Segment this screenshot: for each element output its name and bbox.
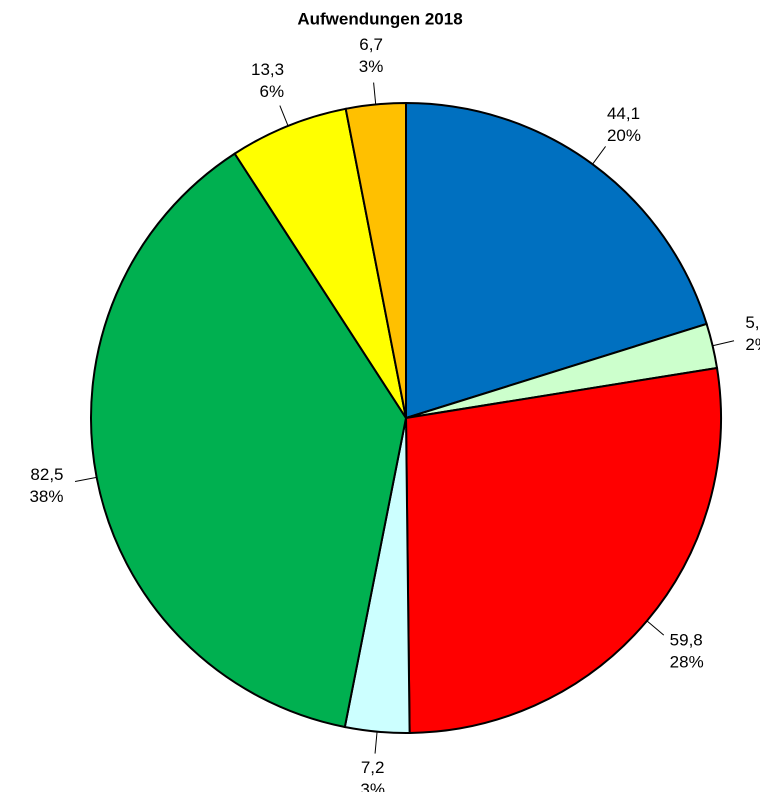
percent-label: 28% — [670, 652, 704, 671]
value-label: 82,5 — [30, 465, 63, 484]
pie-slice — [405, 101, 708, 420]
leader-line — [74, 476, 97, 483]
pie-slice — [344, 101, 407, 419]
leader-line — [373, 82, 377, 105]
pie-slice — [233, 107, 407, 419]
leader-line — [592, 146, 606, 165]
percent-label: 20% — [607, 126, 641, 145]
pie-slice — [404, 366, 722, 734]
chart-title: Aufwendungen 2018 — [297, 9, 462, 28]
leader-line — [279, 105, 289, 127]
value-label: 6,7 — [359, 35, 383, 54]
value-label: 59,8 — [670, 630, 703, 649]
leader-line — [374, 731, 378, 754]
value-label: 13,3 — [251, 60, 284, 79]
value-label: 7,2 — [361, 758, 385, 777]
percent-label: 6% — [260, 82, 285, 101]
leader-line — [712, 340, 735, 347]
percent-label: 2% — [745, 335, 760, 354]
value-label: 5,0 — [745, 313, 760, 332]
percent-label: 3% — [360, 780, 385, 792]
value-label: 44,1 — [607, 104, 640, 123]
percent-label: 3% — [359, 57, 384, 76]
leader-line — [646, 620, 665, 636]
percent-label: 38% — [29, 487, 63, 506]
